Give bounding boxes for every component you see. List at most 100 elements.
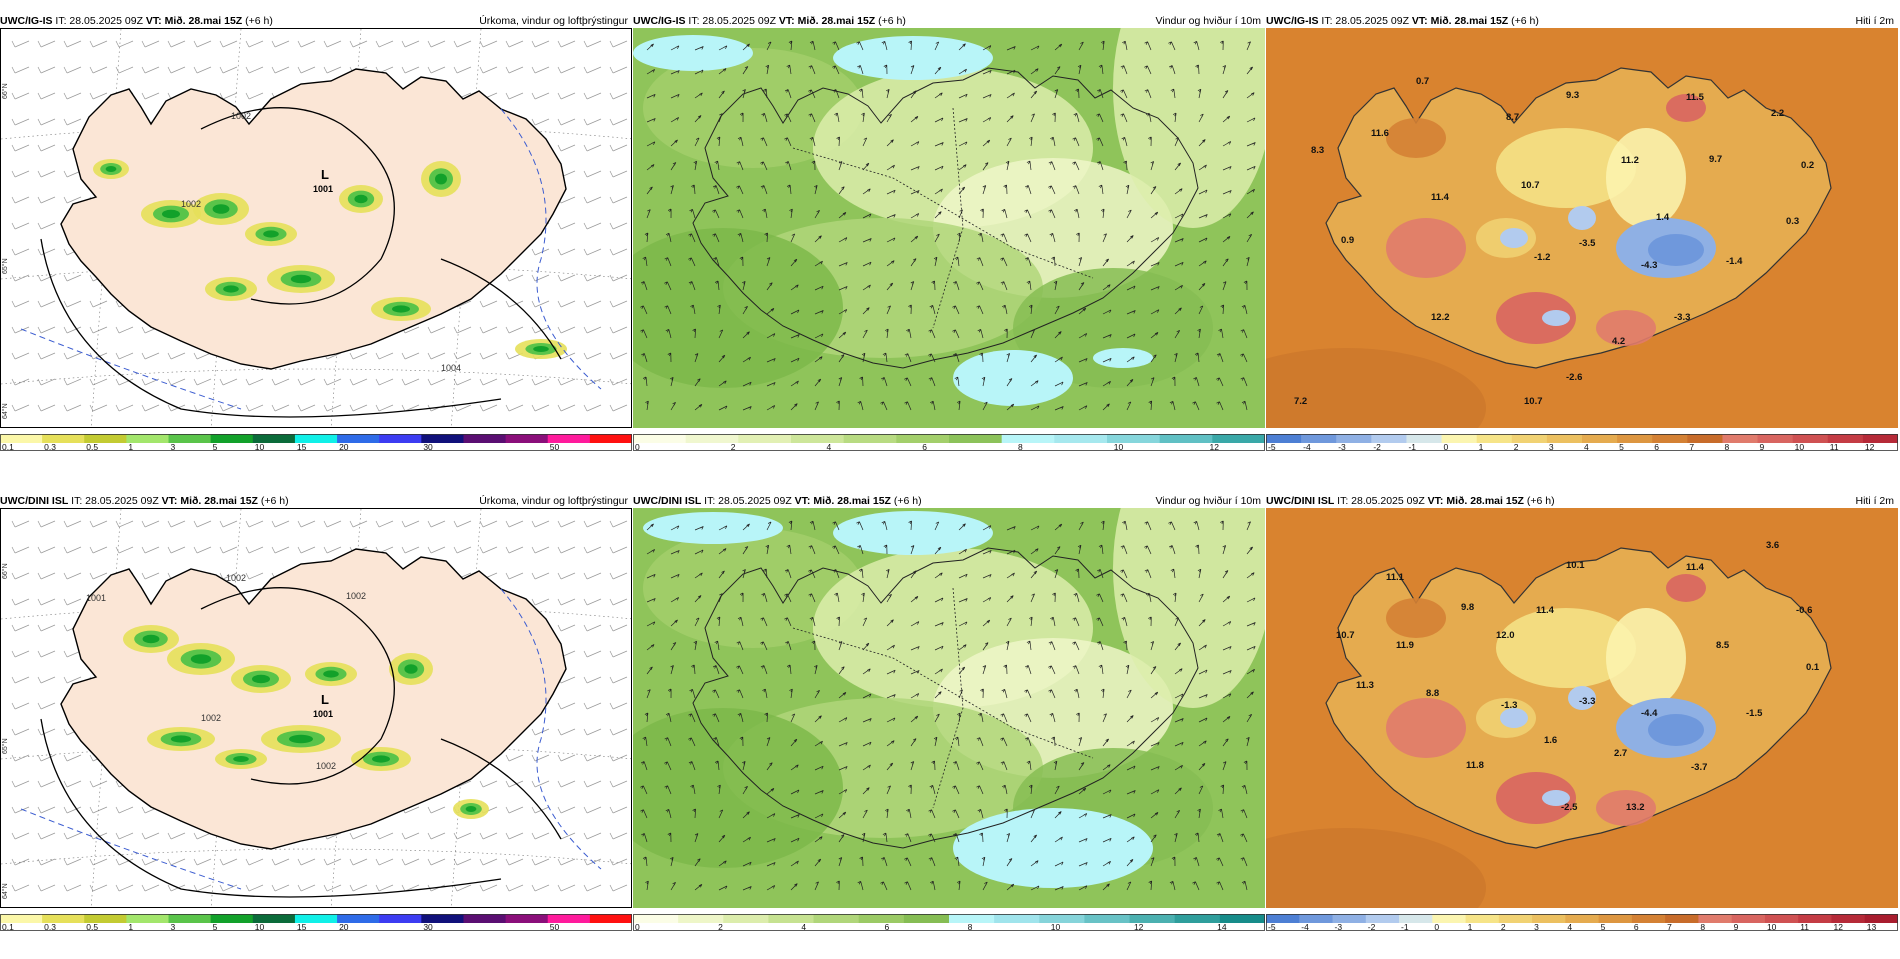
- wind-barb: [505, 884, 524, 892]
- wind-arrow: [1216, 401, 1224, 411]
- wind-barb: [11, 702, 30, 710]
- wind-arrow: [838, 237, 848, 243]
- wind-arrow: [910, 90, 917, 99]
- wind-barb: [479, 546, 498, 554]
- temperature-label: 1.6: [1544, 735, 1557, 746]
- wind-barb: [115, 404, 134, 412]
- wind-arrow: [1005, 160, 1010, 171]
- colorbar-swatch: [547, 914, 591, 923]
- wind-arrow: [1076, 712, 1080, 723]
- wind-arrow: [886, 740, 895, 747]
- wind-arrow: [640, 305, 648, 315]
- wind-barb: [11, 572, 30, 580]
- wind-arrow: [1174, 329, 1181, 339]
- low-pressure-symbol: L: [321, 167, 329, 182]
- wind-arrow: [1024, 689, 1032, 699]
- wind-arrow: [1120, 593, 1128, 603]
- wind-arrow: [766, 813, 776, 819]
- wind-barb: [37, 144, 56, 152]
- wind-arrow: [1216, 833, 1224, 843]
- wind-arrow: [982, 550, 992, 555]
- wind-barb: [583, 832, 602, 840]
- wind-barb: [557, 66, 576, 74]
- wind-arrow: [789, 688, 793, 699]
- wind-arrow: [1246, 142, 1256, 147]
- wind-arrow: [1006, 549, 1016, 555]
- wind-arrow: [667, 208, 672, 219]
- wind-arrow: [1048, 161, 1056, 171]
- wind-barb: [557, 624, 576, 632]
- colorbar-tick-label: 0: [1444, 442, 1449, 452]
- wind-arrow: [712, 233, 720, 243]
- wind-arrow: [742, 381, 752, 387]
- colorbar-tick-label: 4: [1567, 922, 1572, 932]
- wind-arrow: [640, 785, 648, 795]
- wind-barb: [557, 92, 576, 100]
- wind-arrow: [838, 331, 847, 339]
- wind-arrow: [718, 354, 726, 363]
- wind-barb: [11, 40, 30, 48]
- wind-barb: [193, 66, 212, 74]
- colorbar-tick-label: 0.5: [86, 922, 98, 932]
- wind-arrow: [670, 573, 680, 579]
- colorbar-swatch: [949, 914, 995, 923]
- colorbar-tick-label: 8: [1724, 442, 1729, 452]
- wind-barb: [375, 404, 394, 412]
- wind-barb: [37, 754, 56, 762]
- wind-arrow: [856, 521, 864, 531]
- wind-arrow: [1148, 136, 1152, 147]
- wind-arrow: [790, 764, 799, 771]
- wind-arrow: [693, 640, 698, 651]
- wind-arrow: [1198, 260, 1207, 267]
- colorbar-tick-label: 3: [1534, 922, 1539, 932]
- colorbar-swatch: [505, 914, 549, 923]
- isobar-label: 1002: [226, 573, 246, 583]
- wind-arrow: [1126, 715, 1134, 723]
- temperature-label: -3.3: [1674, 312, 1690, 323]
- precip-colorbar: 0.1 0.3 0.5 1 3 5 10 15 20 30 50: [0, 914, 632, 932]
- wind-arrow: [982, 619, 991, 627]
- wind-arrow: [1102, 380, 1111, 387]
- wind-arrow: [1150, 691, 1159, 699]
- colorbar-tick-label: 1: [128, 442, 133, 452]
- wind-barb: [349, 520, 368, 528]
- wind-arrow: [670, 856, 674, 867]
- wind-barb: [609, 196, 628, 204]
- wind-arrow: [742, 43, 750, 51]
- colorbar-swatch: [1798, 914, 1832, 923]
- wind-arrow: [1168, 521, 1176, 531]
- wind-arrow: [766, 333, 776, 339]
- wind-arrow: [1030, 834, 1038, 843]
- wind-arrow: [646, 186, 653, 195]
- wind-arrow: [1075, 88, 1080, 99]
- colorbar-swatch: [738, 434, 792, 443]
- wind-barb: [11, 196, 30, 204]
- wind-barb: [219, 546, 238, 554]
- wind-barb: [323, 40, 342, 48]
- wind-arrow: [838, 377, 843, 387]
- wind-arrow: [1097, 161, 1104, 171]
- temperature-label: -0.6: [1796, 605, 1812, 616]
- colorbar-tick-label: 20: [339, 442, 349, 452]
- colorbar-swatch: [633, 434, 687, 443]
- wind-arrow: [1001, 208, 1008, 219]
- wind-barb: [609, 780, 628, 788]
- wind-arrow: [641, 833, 648, 843]
- igis-temp-panel: UWC/IG-IS IT: 28.05.2025 09Z VT: Mið. 28…: [1266, 14, 1898, 479]
- wind-barb: [609, 326, 628, 334]
- wind-arrow: [640, 281, 648, 291]
- wind-arrow: [764, 232, 768, 243]
- colorbar-swatch: [1582, 434, 1618, 443]
- wind-barb: [219, 404, 238, 412]
- strong-wind-area: [643, 512, 783, 544]
- wind-arrow: [928, 377, 936, 387]
- wind-arrow: [1029, 616, 1033, 627]
- low-pressure-value: 1001: [313, 709, 333, 719]
- wind-arrow: [742, 760, 746, 771]
- wind-arrow: [718, 525, 728, 531]
- wind-barb: [37, 520, 56, 528]
- wind-arrow: [1030, 113, 1035, 123]
- wind-barb: [193, 378, 212, 386]
- wind-barb: [583, 326, 602, 334]
- colorbar-tick-label: 0.3: [44, 922, 56, 932]
